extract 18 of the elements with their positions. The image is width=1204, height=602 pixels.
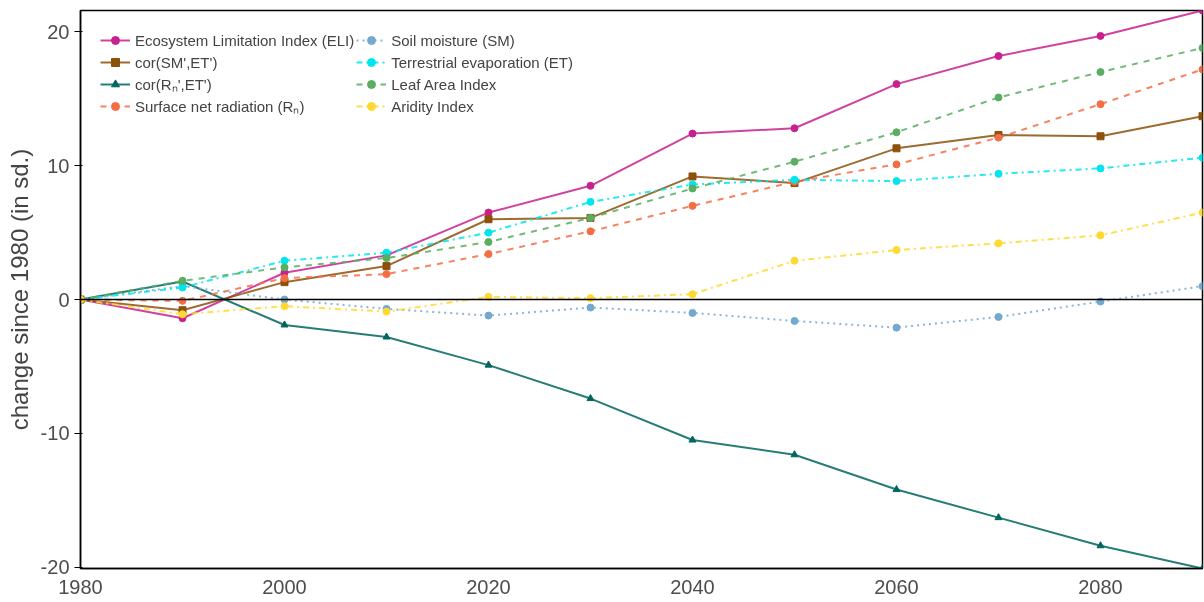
legend-label: cor(Rₙ',ET')	[135, 75, 212, 94]
y-axis-title: change since 1980 (in sd.)	[5, 148, 33, 431]
legend-label: Terrestrial evaporation (ET)	[391, 53, 573, 71]
x-tick-label: 2000	[262, 575, 307, 598]
y-tick-label: 20	[47, 20, 70, 43]
y-tick-label: 0	[58, 288, 70, 311]
legend-label: Surface net radiation (Rₙ)	[135, 97, 305, 116]
x-tick-label: 2060	[874, 575, 919, 598]
legend-label: cor(SM',ET')	[135, 53, 218, 71]
legend-label: Leaf Area Index	[391, 75, 497, 93]
legend-label: Aridity Index	[391, 97, 474, 115]
legend-label: Soil moisture (SM)	[391, 31, 515, 49]
x-tick-label: 2020	[466, 575, 511, 598]
x-tick-label: 2040	[670, 575, 715, 598]
y-tick-label: -10	[40, 422, 70, 445]
x-tick-label: 2080	[1078, 575, 1123, 598]
legend-label: Ecosystem Limitation Index (ELI)	[135, 31, 355, 49]
y-tick-label: 10	[47, 154, 70, 177]
